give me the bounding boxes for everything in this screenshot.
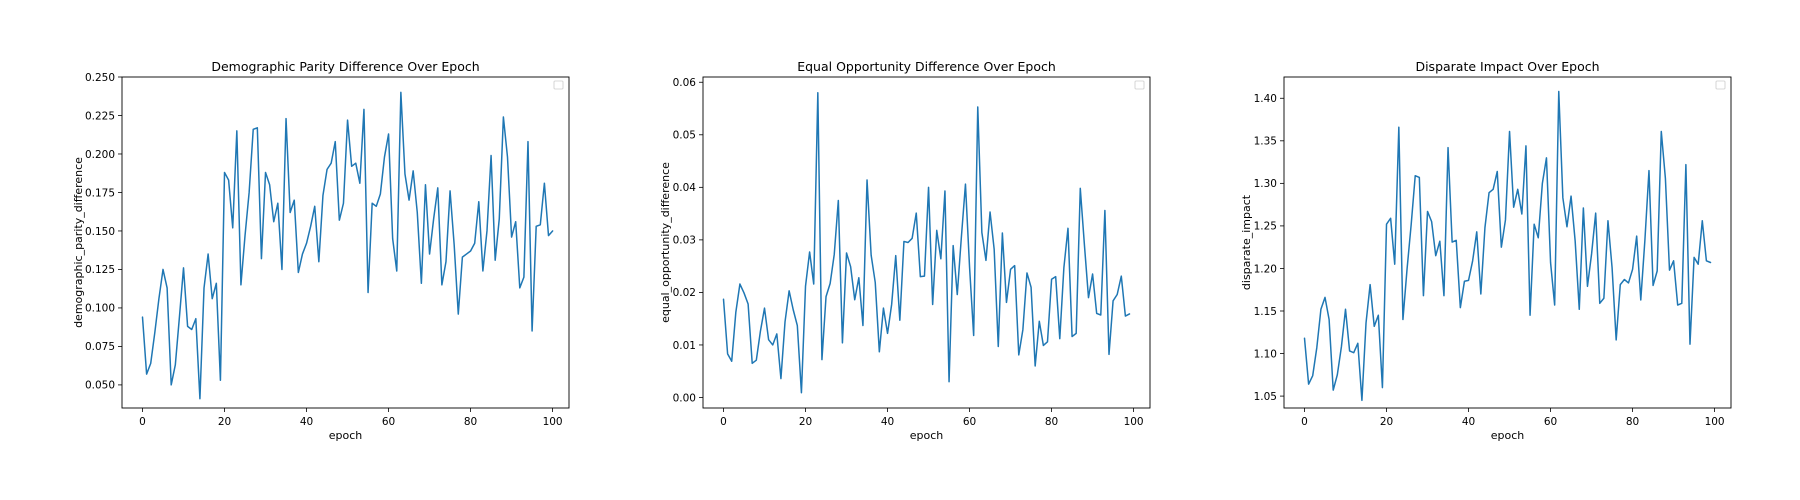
chart-title: Equal Opportunity Difference Over Epoch	[797, 59, 1056, 74]
x-tick-label: 40	[300, 416, 313, 428]
x-tick-label: 80	[1626, 416, 1639, 428]
y-tick-label: 0.050	[85, 380, 115, 392]
plot-frame	[1283, 76, 1732, 409]
x-tick-label: 80	[1045, 416, 1058, 428]
x-tick-label: 60	[382, 416, 395, 428]
chart-title: Demographic Parity Difference Over Epoch	[211, 59, 479, 74]
y-tick-label: 0.03	[673, 235, 696, 247]
legend-box[interactable]	[1134, 80, 1145, 90]
y-tick-label: 1.20	[1254, 263, 1277, 275]
y-tick-label: 1.05	[1254, 391, 1277, 403]
y-tick-label: 0.01	[673, 340, 696, 352]
chart-title: Disparate Impact Over Epoch	[1415, 59, 1599, 74]
y-tick-label: 0.075	[85, 341, 115, 353]
y-tick-label: 0.05	[673, 130, 696, 142]
y-tick-label: 0.225	[85, 110, 115, 122]
chart-demographic-parity: Demographic Parity Difference Over Epoch…	[72, 59, 570, 442]
x-tick-label: 0	[720, 416, 727, 428]
y-tick-label: 0.00	[673, 392, 696, 404]
y-axis-label: disparate_impact	[1240, 194, 1253, 290]
y-tick-label: 1.15	[1254, 306, 1277, 318]
series-line	[141, 91, 554, 400]
series-line	[722, 92, 1131, 394]
y-tick-label: 1.40	[1254, 93, 1277, 105]
y-tick-label: 0.06	[673, 77, 697, 89]
y-tick-label: 0.200	[85, 149, 115, 161]
x-tick-label: 20	[799, 416, 812, 428]
x-tick-label: 20	[1380, 416, 1393, 428]
x-tick-label: 40	[1462, 416, 1475, 428]
legend-box[interactable]	[1715, 80, 1726, 90]
x-tick-label: 60	[963, 416, 976, 428]
x-tick-label: 100	[1124, 416, 1144, 428]
y-tick-label: 0.125	[85, 264, 115, 276]
y-tick-label: 0.175	[85, 187, 115, 199]
x-tick-label: 80	[464, 416, 477, 428]
y-axis-label: equal_opportunity_difference	[659, 162, 672, 323]
x-tick-label: 20	[218, 416, 231, 428]
y-tick-label: 1.25	[1254, 221, 1277, 233]
chart-equal-opportunity: Equal Opportunity Difference Over Epoch …	[659, 59, 1151, 442]
y-tick-label: 1.30	[1254, 178, 1277, 190]
x-tick-label: 100	[543, 416, 563, 428]
x-tick-label: 40	[881, 416, 894, 428]
x-tick-label: 0	[139, 416, 146, 428]
y-axis-label: demographic_parity_difference	[72, 157, 85, 328]
y-tick-label: 0.100	[85, 303, 115, 315]
x-tick-label: 60	[1544, 416, 1557, 428]
plot-frame	[121, 76, 570, 409]
legend-box[interactable]	[553, 80, 564, 90]
chart-disparate-impact: Disparate Impact Over Epoch 0 20 40 60 80 100…	[1240, 59, 1732, 442]
x-tick-label: 100	[1705, 416, 1725, 428]
x-axis-label: epoch	[910, 429, 944, 442]
y-tick-label: 0.04	[673, 182, 697, 194]
x-tick-label: 0	[1301, 416, 1308, 428]
y-tick-label: 0.02	[673, 287, 696, 299]
plot-frame	[702, 76, 1151, 409]
x-axis-label: epoch	[1491, 429, 1525, 442]
y-tick-label: 1.10	[1254, 348, 1277, 360]
y-tick-label: 1.35	[1254, 136, 1277, 148]
series-line	[1303, 90, 1712, 402]
y-tick-label: 0.150	[85, 226, 115, 238]
y-tick-label: 0.250	[85, 72, 115, 84]
x-axis-label: epoch	[329, 429, 363, 442]
